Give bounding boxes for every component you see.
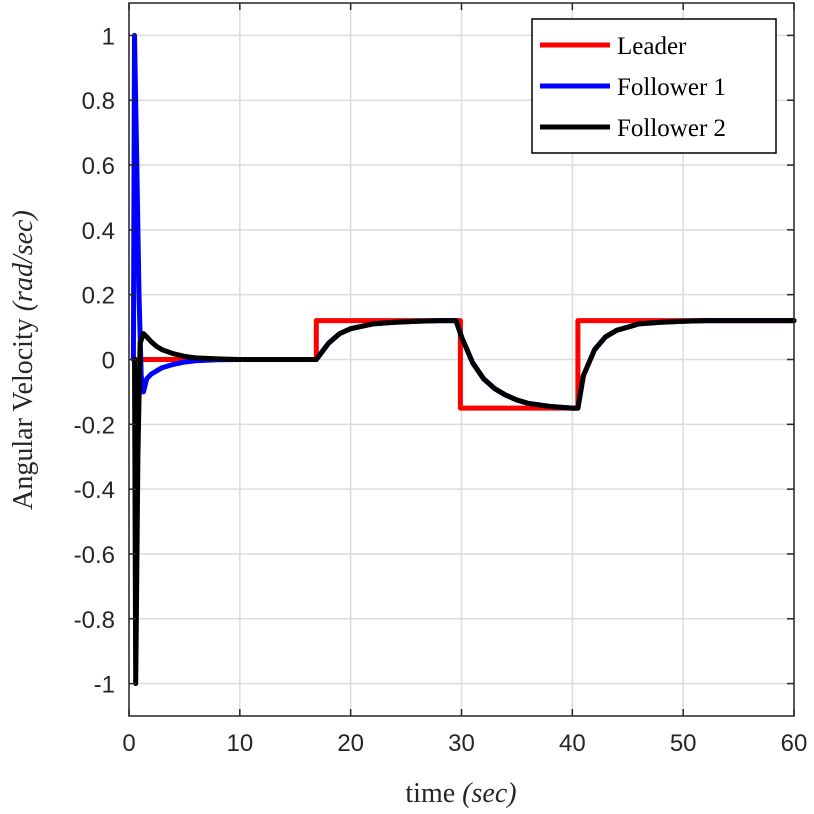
x-axis-label-text: time bbox=[405, 778, 462, 809]
x-tick-labels: 0 10 20 30 40 50 60 bbox=[122, 730, 807, 757]
x-tick-label: 60 bbox=[781, 730, 808, 757]
x-axis-label-unit: (sec) bbox=[462, 778, 516, 809]
y-tick-label: 0.6 bbox=[82, 153, 115, 180]
legend-label-follower-1: Follower 1 bbox=[617, 74, 726, 101]
grid bbox=[128, 3, 795, 716]
y-tick-label: -0.4 bbox=[74, 477, 115, 504]
y-tick-label: 0 bbox=[102, 348, 115, 375]
y-tick-label: -0.2 bbox=[74, 412, 115, 439]
x-tick-label: 30 bbox=[448, 730, 475, 757]
y-axis-label-text: Angular Velocity bbox=[8, 311, 39, 510]
y-tick-label: 1 bbox=[102, 23, 115, 50]
legend-label-leader: Leader bbox=[617, 33, 687, 60]
y-tick-label: 0.8 bbox=[82, 88, 115, 115]
y-tick-label: -0.6 bbox=[74, 542, 115, 569]
series-line-leader bbox=[132, 318, 797, 411]
legend-label-follower-2: Follower 2 bbox=[617, 115, 726, 142]
legend: Leader Follower 1 Follower 2 bbox=[531, 18, 777, 154]
x-tick-label: 10 bbox=[226, 730, 253, 757]
y-tick-labels: 1 0.8 0.6 0.4 0.2 0 -0.2 -0.4 -0.6 -0.8 -1 bbox=[74, 23, 115, 698]
y-axis-label: Angular Velocity (rad/sec) bbox=[8, 210, 39, 510]
y-tick-label: -0.8 bbox=[74, 607, 115, 634]
y-tick-label: -1 bbox=[94, 672, 115, 699]
y-axis-label-unit: (rad/sec) bbox=[8, 210, 39, 311]
y-tick-label: 0.2 bbox=[82, 283, 115, 310]
x-tick-label: 20 bbox=[337, 730, 364, 757]
x-tick-label: 40 bbox=[559, 730, 586, 757]
y-tick-label: 0.4 bbox=[82, 218, 115, 245]
series-layer bbox=[130, 32, 797, 687]
x-axis-label: time (sec) bbox=[405, 778, 516, 809]
axis-ticks bbox=[128, 3, 795, 716]
x-tick-label: 0 bbox=[122, 730, 135, 757]
x-tick-label: 50 bbox=[670, 730, 697, 757]
series-line-follower-2 bbox=[132, 318, 797, 687]
